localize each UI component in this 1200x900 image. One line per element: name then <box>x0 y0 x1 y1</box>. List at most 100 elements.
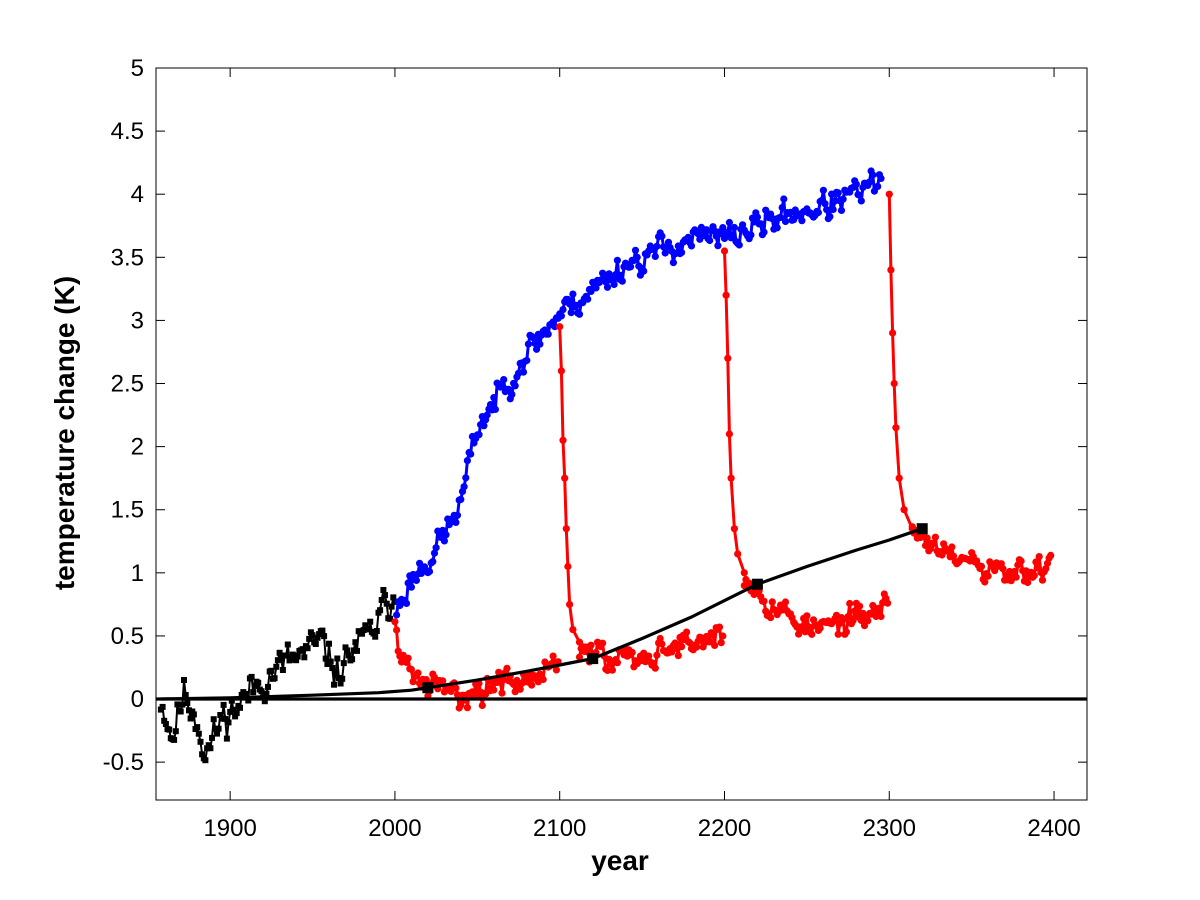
series-1-point <box>857 197 865 205</box>
series-0-point <box>354 647 360 654</box>
series-0-point <box>388 603 395 610</box>
series-6-point <box>842 628 851 636</box>
series-0-point <box>223 735 230 742</box>
series-1-point <box>462 474 470 482</box>
series-8-point <box>1030 571 1038 580</box>
series-1-point <box>457 495 465 503</box>
x-tick-label: 2000 <box>368 815 421 842</box>
series-0-point <box>335 675 342 681</box>
series-8-point <box>938 551 946 559</box>
series-0-point <box>331 681 337 688</box>
series-4-point <box>709 630 717 638</box>
series-6 <box>740 575 892 638</box>
axes-layer: 1900 2000 2100 2200 2300 2400 -0.5 0 0.5 1 1.5 2 2.5… <box>103 55 1088 842</box>
series-8-point <box>1047 551 1055 560</box>
series-1-point <box>790 216 798 224</box>
series-8-point <box>1010 567 1019 576</box>
series-0-point <box>283 652 290 659</box>
series-3-point <box>566 600 574 609</box>
series-0-point <box>210 716 217 723</box>
series-0-point <box>390 594 397 601</box>
series-6-point <box>760 597 768 605</box>
series-1-point <box>687 242 696 250</box>
plot-frame <box>155 67 1088 801</box>
series-2-point <box>549 652 557 660</box>
series-4-point <box>678 643 686 651</box>
series-0-point <box>202 757 209 764</box>
series-6-point <box>856 602 864 610</box>
series-0-point <box>228 697 235 704</box>
series-0-point <box>278 655 285 662</box>
series-1-point <box>814 208 823 217</box>
series-3-point <box>569 626 577 634</box>
series-1-point <box>776 213 785 222</box>
series-0-point <box>258 688 265 695</box>
series-1-point <box>452 518 460 527</box>
series-0-point <box>255 679 262 686</box>
series-1-point <box>640 267 648 275</box>
series-0-point <box>195 730 202 737</box>
series-1-point <box>402 599 411 608</box>
series-1-point <box>837 206 846 214</box>
series-8-point <box>984 572 992 580</box>
series-2-point <box>478 701 486 710</box>
series-0-point <box>387 615 393 622</box>
series-0-point <box>187 715 194 722</box>
series-1-point <box>760 228 768 236</box>
series-8-point <box>1032 558 1040 566</box>
series-0-point <box>248 673 255 680</box>
series-0-point <box>214 730 220 737</box>
series-0-point <box>350 647 357 654</box>
series-4-point <box>656 634 664 643</box>
series-0-point <box>261 698 268 705</box>
series-3-point <box>564 562 572 571</box>
series-0-point <box>182 692 189 698</box>
y-tick-label: 2.5 <box>111 371 144 398</box>
series-9 <box>160 523 928 701</box>
series-0-point <box>359 630 365 637</box>
series-1-point <box>453 511 462 519</box>
y-tick-label: 4 <box>131 181 144 208</box>
series-0-point <box>293 657 300 664</box>
series-1-point <box>661 249 669 257</box>
series-1-point <box>557 312 566 320</box>
series-6-point <box>844 613 852 621</box>
series-0-point <box>171 736 178 743</box>
series-1-point <box>780 195 788 203</box>
series-1-point <box>475 431 483 439</box>
series-1-point <box>674 242 682 250</box>
series-0-point <box>225 719 232 726</box>
series-1-point <box>603 283 612 291</box>
series-8 <box>908 523 1055 587</box>
series-3-point <box>557 367 566 375</box>
series-2-point <box>414 669 422 677</box>
series-1 <box>393 167 885 619</box>
series-2-point <box>516 685 524 693</box>
series-0-point <box>227 708 234 715</box>
series-1-point <box>730 223 739 232</box>
series-0-point <box>222 715 229 722</box>
series-1-point <box>416 559 424 567</box>
series-1-point <box>584 295 592 303</box>
series-0-point <box>314 634 321 641</box>
series-1-point <box>429 558 437 566</box>
series-1-point <box>442 531 450 539</box>
series-0-point <box>212 725 219 732</box>
series-2-point <box>393 626 401 634</box>
series-1-point <box>559 306 567 314</box>
series-9-line <box>160 527 923 701</box>
series-1-point <box>460 483 468 491</box>
series-2-point <box>452 684 460 692</box>
series-0-point <box>274 657 281 664</box>
series-6-point <box>849 617 857 625</box>
series-1-point <box>511 382 519 390</box>
series-7-point <box>887 266 895 274</box>
series-6-point <box>808 630 816 638</box>
series-6-point <box>745 579 753 587</box>
series-1-point <box>480 422 488 430</box>
series-0-point <box>367 618 374 625</box>
series-0-point <box>268 667 275 674</box>
series-1-point <box>613 256 622 264</box>
y-tick-label: 0 <box>131 686 144 713</box>
series-1-point <box>829 205 837 214</box>
